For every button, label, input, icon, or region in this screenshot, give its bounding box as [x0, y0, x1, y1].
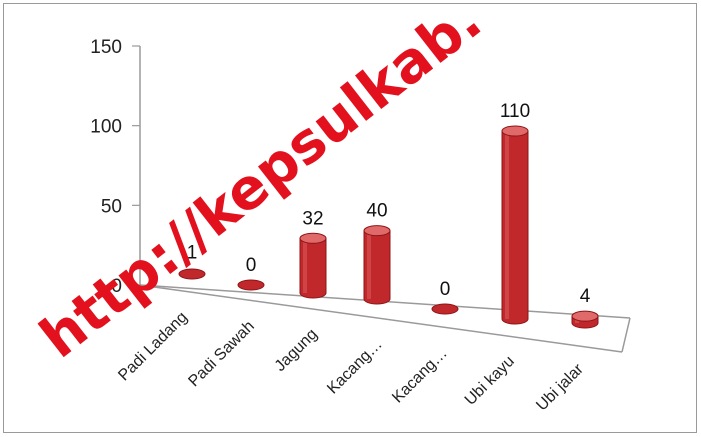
data-label: 4: [580, 286, 591, 307]
bar-top: [571, 310, 599, 322]
bar: [178, 268, 206, 280]
data-label: 32: [302, 208, 323, 229]
y-tick-label: 100: [90, 117, 122, 138]
chart-axes: [139, 46, 631, 353]
data-label: 0: [440, 279, 451, 300]
floor-left-edge: [139, 284, 148, 287]
floor-front-edge: [146, 285, 623, 353]
y-tick-label: 150: [90, 37, 122, 58]
category-label: Kacang…: [324, 336, 386, 398]
y-tick-label: 50: [101, 196, 122, 217]
bar-highlight: [303, 238, 307, 293]
bar-top: [501, 125, 529, 137]
data-label: 110: [500, 101, 530, 122]
data-label: 1: [187, 242, 198, 263]
bar: [431, 303, 459, 315]
category-label: Ubi kayu: [462, 353, 518, 409]
floor-right-edge: [621, 317, 631, 353]
bar-disc: [237, 279, 265, 291]
chart-frame: [3, 3, 697, 433]
category-label: Ubi jalar: [533, 360, 587, 414]
category-label: Jagung: [272, 326, 321, 375]
category-label: Kacang…: [389, 345, 451, 407]
bar: [363, 225, 391, 305]
data-label: 0: [246, 255, 257, 276]
bar: [299, 232, 327, 299]
y-tick-label: 0: [111, 276, 122, 297]
bar-top: [363, 225, 391, 237]
category-label: Padi Sawah: [185, 318, 257, 390]
bar-disc: [178, 268, 206, 280]
bar: [571, 310, 599, 329]
bar-top: [299, 232, 327, 244]
bar: [501, 125, 529, 325]
bar: [237, 279, 265, 291]
data-label: 40: [366, 201, 387, 222]
bar-highlight: [367, 230, 371, 299]
bar-disc: [431, 303, 459, 315]
bar-highlight: [505, 131, 509, 319]
